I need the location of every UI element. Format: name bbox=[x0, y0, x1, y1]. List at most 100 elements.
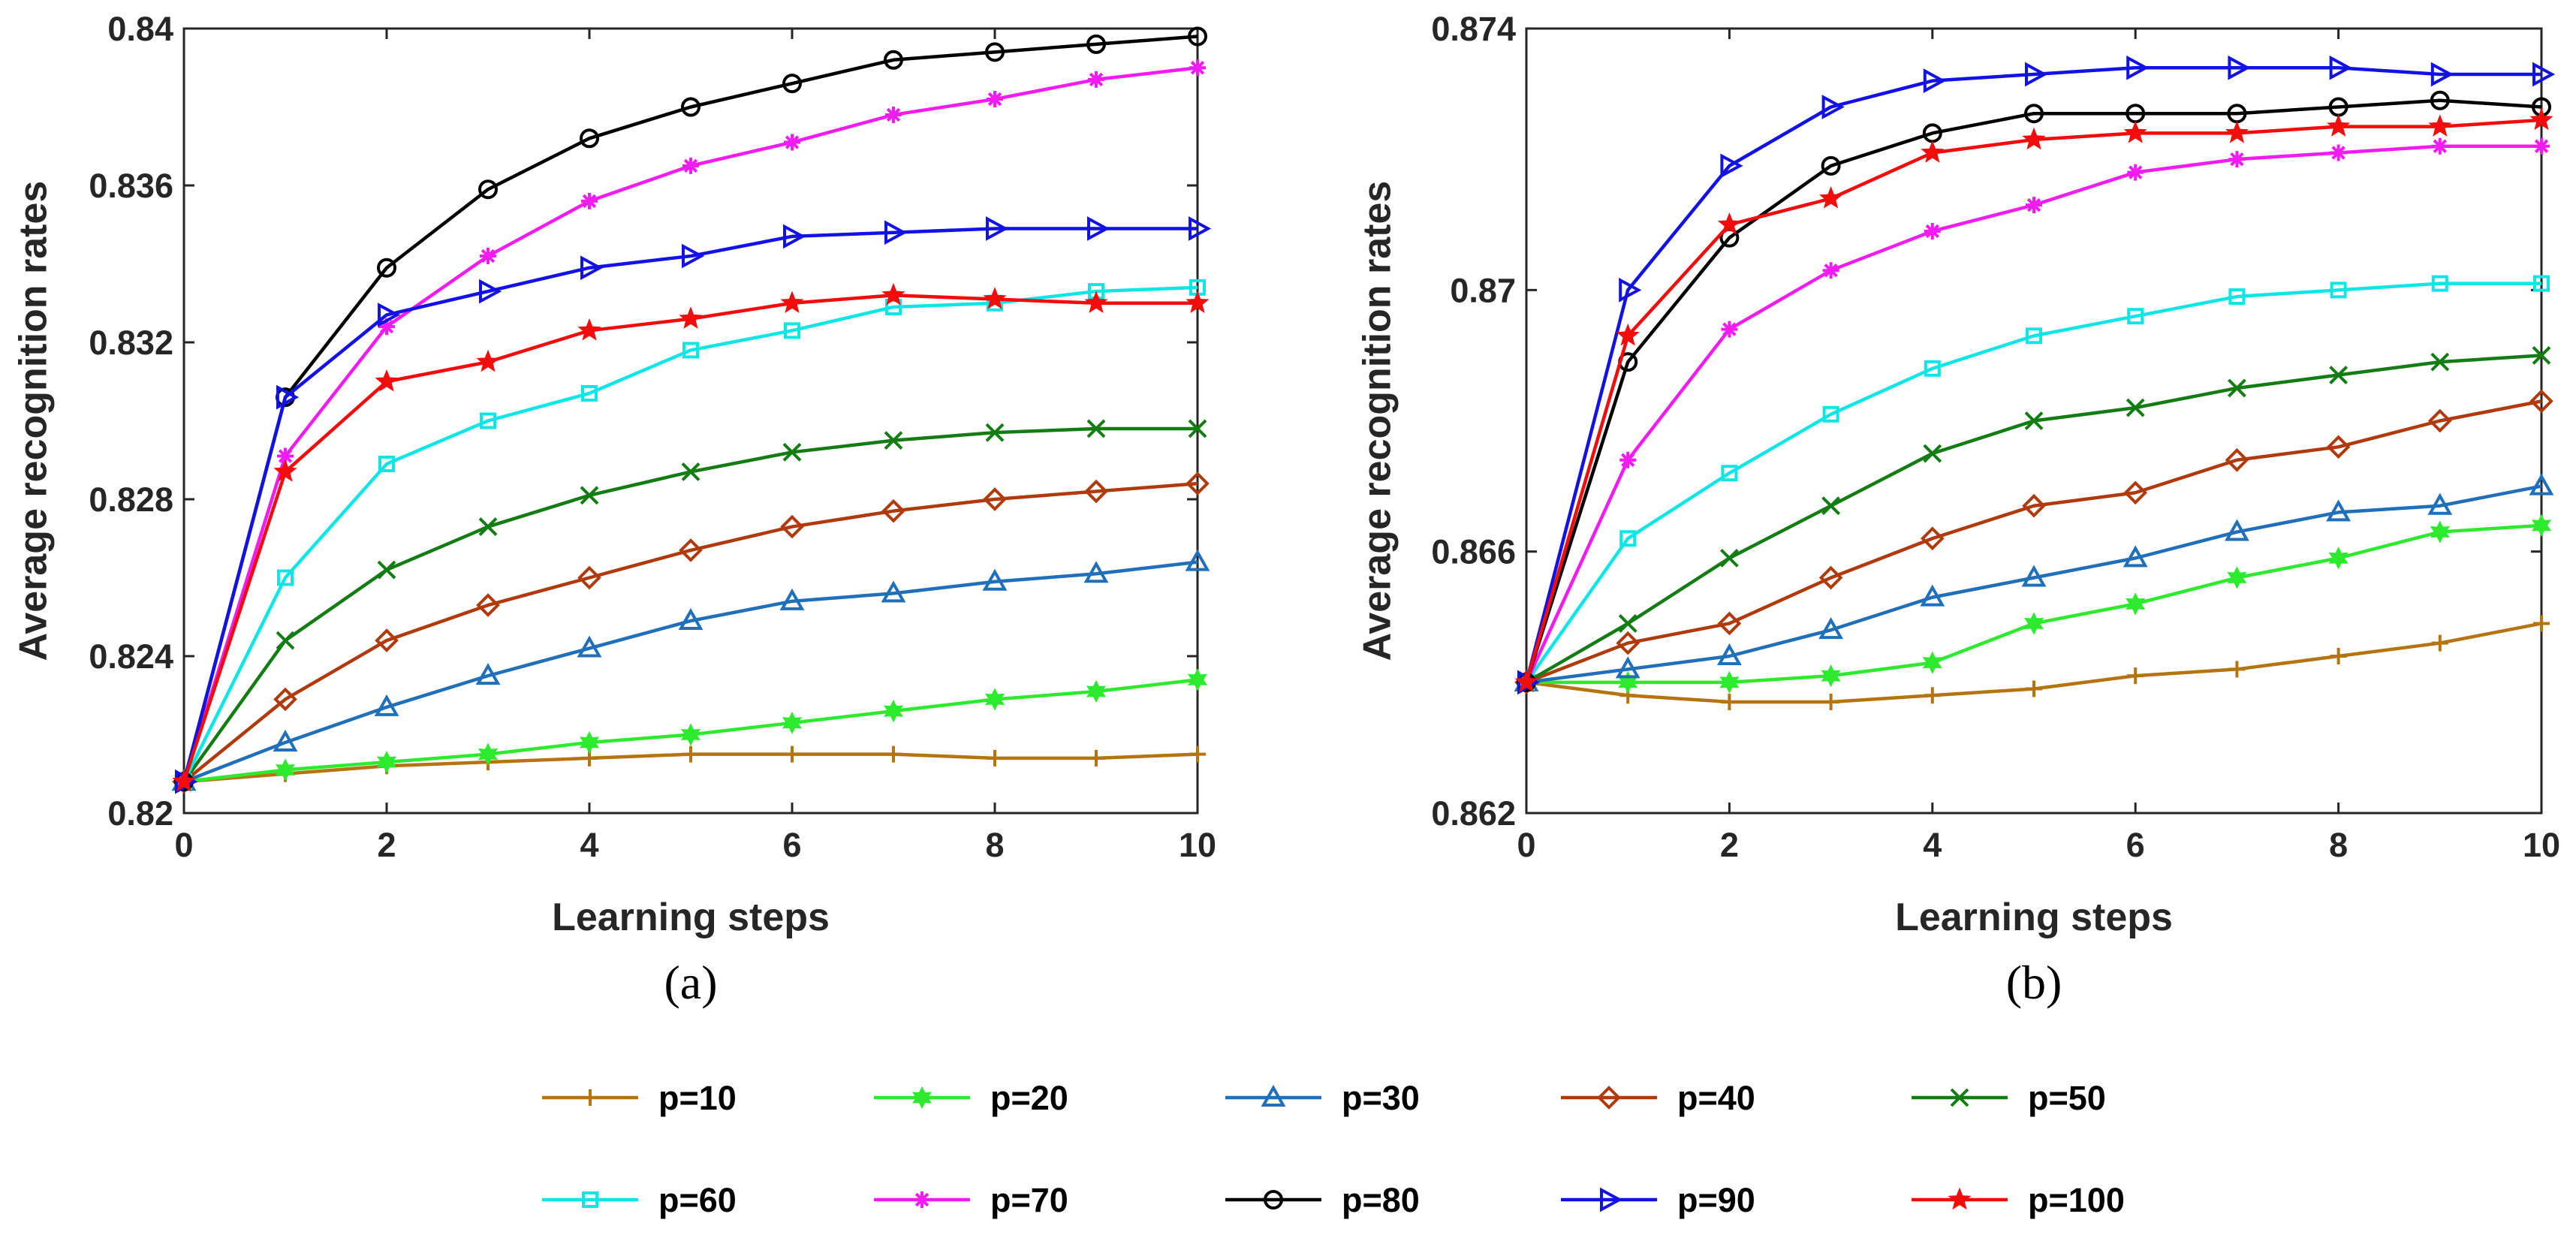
series-p90 bbox=[1517, 55, 2556, 695]
data-point bbox=[2021, 565, 2047, 587]
data-point bbox=[2225, 447, 2249, 472]
data-point bbox=[273, 459, 297, 482]
data-point bbox=[480, 412, 496, 429]
data-point bbox=[1821, 95, 1845, 119]
data-point bbox=[2127, 164, 2144, 181]
legend-label: p=20 bbox=[990, 1079, 1068, 1117]
data-point bbox=[2127, 667, 2144, 685]
data-point bbox=[1922, 651, 1942, 674]
data-point bbox=[984, 688, 1005, 711]
series-p20 bbox=[173, 668, 1208, 794]
data-point bbox=[2127, 308, 2144, 325]
x-tick-label: 2 bbox=[377, 826, 396, 864]
data-point bbox=[2126, 398, 2145, 417]
data-point bbox=[475, 663, 501, 685]
data-point bbox=[2123, 120, 2147, 143]
data-point bbox=[1618, 614, 1637, 633]
chart-panel-a: 0 2 4 6 8 10 0.82 0.824 0.828 0.832 0.836 0.84 Learn… bbox=[12, 10, 1216, 1009]
legend-label: p=10 bbox=[658, 1079, 737, 1117]
data-point bbox=[1088, 749, 1104, 767]
data-point bbox=[1088, 71, 1104, 88]
data-point bbox=[2126, 592, 2146, 616]
legend-marker bbox=[582, 1089, 598, 1106]
data-point bbox=[1616, 323, 1640, 346]
legend-entry-p70: p=70 bbox=[874, 1181, 1068, 1219]
legend-entry-p10: p=10 bbox=[542, 1079, 737, 1117]
data-point bbox=[2430, 352, 2450, 372]
data-point bbox=[1189, 745, 1206, 763]
data-point bbox=[2228, 661, 2246, 678]
data-point bbox=[2227, 566, 2247, 589]
data-point bbox=[1719, 548, 1739, 568]
legend-label: p=80 bbox=[1342, 1181, 1420, 1219]
series-line bbox=[182, 35, 1198, 782]
legend-marker bbox=[1261, 1084, 1286, 1107]
data-point bbox=[478, 517, 498, 536]
data-point bbox=[276, 384, 300, 410]
data-point bbox=[881, 580, 906, 603]
data-point bbox=[378, 303, 401, 327]
legend-entry-p80: p=80 bbox=[1225, 1181, 1420, 1219]
data-point bbox=[2329, 366, 2349, 384]
data-point bbox=[374, 694, 399, 716]
data-point bbox=[1188, 419, 1207, 438]
legend-marker bbox=[1950, 1088, 1969, 1107]
data-point bbox=[577, 565, 601, 590]
data-point bbox=[376, 750, 397, 774]
y-tick-label: 0.828 bbox=[89, 480, 173, 519]
data-point bbox=[782, 442, 802, 462]
data-point bbox=[377, 560, 396, 580]
data-point bbox=[2224, 519, 2249, 541]
data-point bbox=[784, 322, 800, 339]
data-point bbox=[172, 769, 196, 792]
data-point bbox=[2427, 492, 2453, 515]
data-point bbox=[2431, 634, 2448, 652]
data-point bbox=[478, 179, 498, 200]
data-point bbox=[2532, 346, 2551, 365]
data-point bbox=[2330, 144, 2347, 161]
data-point bbox=[681, 97, 700, 117]
data-point bbox=[682, 745, 699, 763]
data-point bbox=[378, 455, 395, 472]
legend-label: p=30 bbox=[1342, 1079, 1420, 1117]
data-point bbox=[883, 700, 904, 723]
x-tick-label: 0 bbox=[174, 826, 193, 864]
data-point bbox=[1721, 693, 1738, 710]
data-point bbox=[784, 134, 800, 151]
series-p80 bbox=[174, 26, 1207, 792]
legend-marker bbox=[911, 1086, 932, 1110]
data-point bbox=[2022, 127, 2046, 150]
data-point bbox=[1086, 34, 1106, 54]
y-tick-label: 0.874 bbox=[1431, 10, 1516, 48]
x-tick-label: 8 bbox=[2329, 826, 2348, 864]
data-point bbox=[884, 50, 903, 70]
data-point bbox=[885, 106, 902, 123]
data-point bbox=[682, 243, 705, 269]
data-point bbox=[682, 157, 699, 174]
data-point bbox=[1084, 479, 1108, 504]
data-point bbox=[580, 255, 604, 281]
data-point bbox=[1084, 291, 1108, 313]
data-point bbox=[678, 607, 704, 630]
data-point bbox=[1717, 212, 1741, 235]
data-point bbox=[2026, 197, 2042, 214]
legend-entry-p90: p=90 bbox=[1561, 1181, 1755, 1219]
data-point bbox=[2123, 545, 2148, 568]
data-point bbox=[375, 369, 399, 392]
data-point bbox=[375, 628, 399, 652]
series-p20 bbox=[1516, 514, 2552, 694]
data-point bbox=[1921, 140, 1945, 163]
data-point bbox=[479, 279, 502, 304]
series-line bbox=[1526, 484, 2542, 685]
data-point bbox=[2228, 151, 2246, 168]
data-point bbox=[2228, 288, 2246, 306]
legend-entry-p40: p=40 bbox=[1561, 1079, 1755, 1117]
series-p70 bbox=[176, 59, 1206, 791]
legend-label: p=40 bbox=[1677, 1079, 1755, 1117]
legend-marker bbox=[1600, 1187, 1623, 1212]
y-tick-label: 0.824 bbox=[89, 637, 173, 676]
data-point bbox=[2427, 408, 2452, 433]
data-point bbox=[577, 635, 602, 658]
data-point bbox=[782, 74, 802, 94]
